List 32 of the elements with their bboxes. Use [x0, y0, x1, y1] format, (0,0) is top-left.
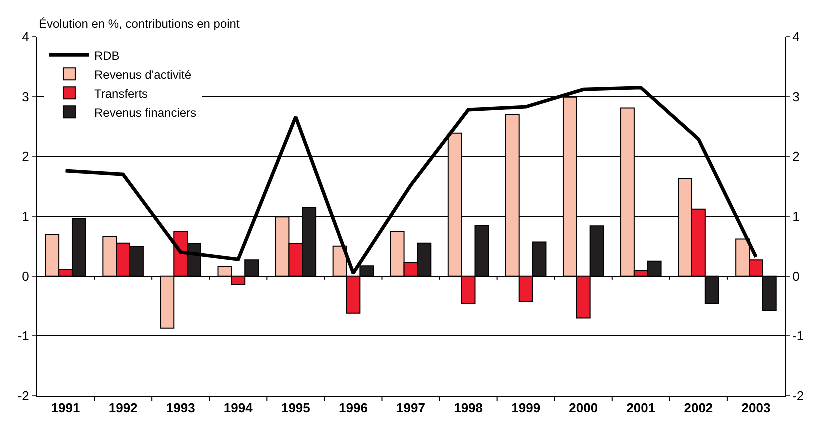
legend-label: Revenus financiers — [94, 106, 197, 120]
y2-tick-label: 4 — [792, 30, 800, 45]
x-tick-label: 2002 — [684, 400, 714, 416]
x-tick-label: 1992 — [108, 400, 138, 416]
x-tick-label: 1993 — [166, 400, 196, 416]
x-tick-label: 2001 — [626, 400, 656, 416]
legend-label: Transferts — [94, 86, 148, 101]
x-tick-label: 2003 — [742, 400, 771, 416]
chart-subtitle: Évolution en %, contributions en point — [39, 17, 240, 31]
y-tick-label: 2 — [22, 149, 30, 164]
y2-tick-label: 0 — [792, 268, 800, 284]
legend-label: Revenus d'activité — [94, 68, 192, 82]
y2-tick-label: -1 — [792, 328, 804, 344]
x-tick-label: 1991 — [51, 400, 80, 416]
x-tick-label: 1999 — [512, 400, 541, 416]
y-tick-label: 0 — [22, 268, 30, 284]
y2-tick-label: 3 — [792, 89, 800, 104]
x-tick-label: 1994 — [224, 400, 254, 416]
x-tick-label: 1996 — [339, 400, 368, 416]
y2-tick-label: 2 — [792, 149, 800, 164]
x-tick-label: 2000 — [569, 400, 598, 416]
y-tick-label: 4 — [22, 30, 30, 45]
legend-label: RDB — [94, 48, 120, 63]
y2-tick-label: -2 — [792, 388, 804, 404]
y-tick-label: 3 — [22, 89, 30, 104]
y-tick-label: -2 — [18, 388, 30, 404]
y2-tick-label: 1 — [792, 209, 800, 224]
x-tick-label: 1997 — [396, 400, 426, 416]
x-tick-label: 1995 — [281, 400, 310, 416]
y-tick-label: 1 — [22, 209, 30, 224]
x-tick-label: 1998 — [454, 400, 483, 416]
y-tick-label: -1 — [18, 328, 30, 344]
